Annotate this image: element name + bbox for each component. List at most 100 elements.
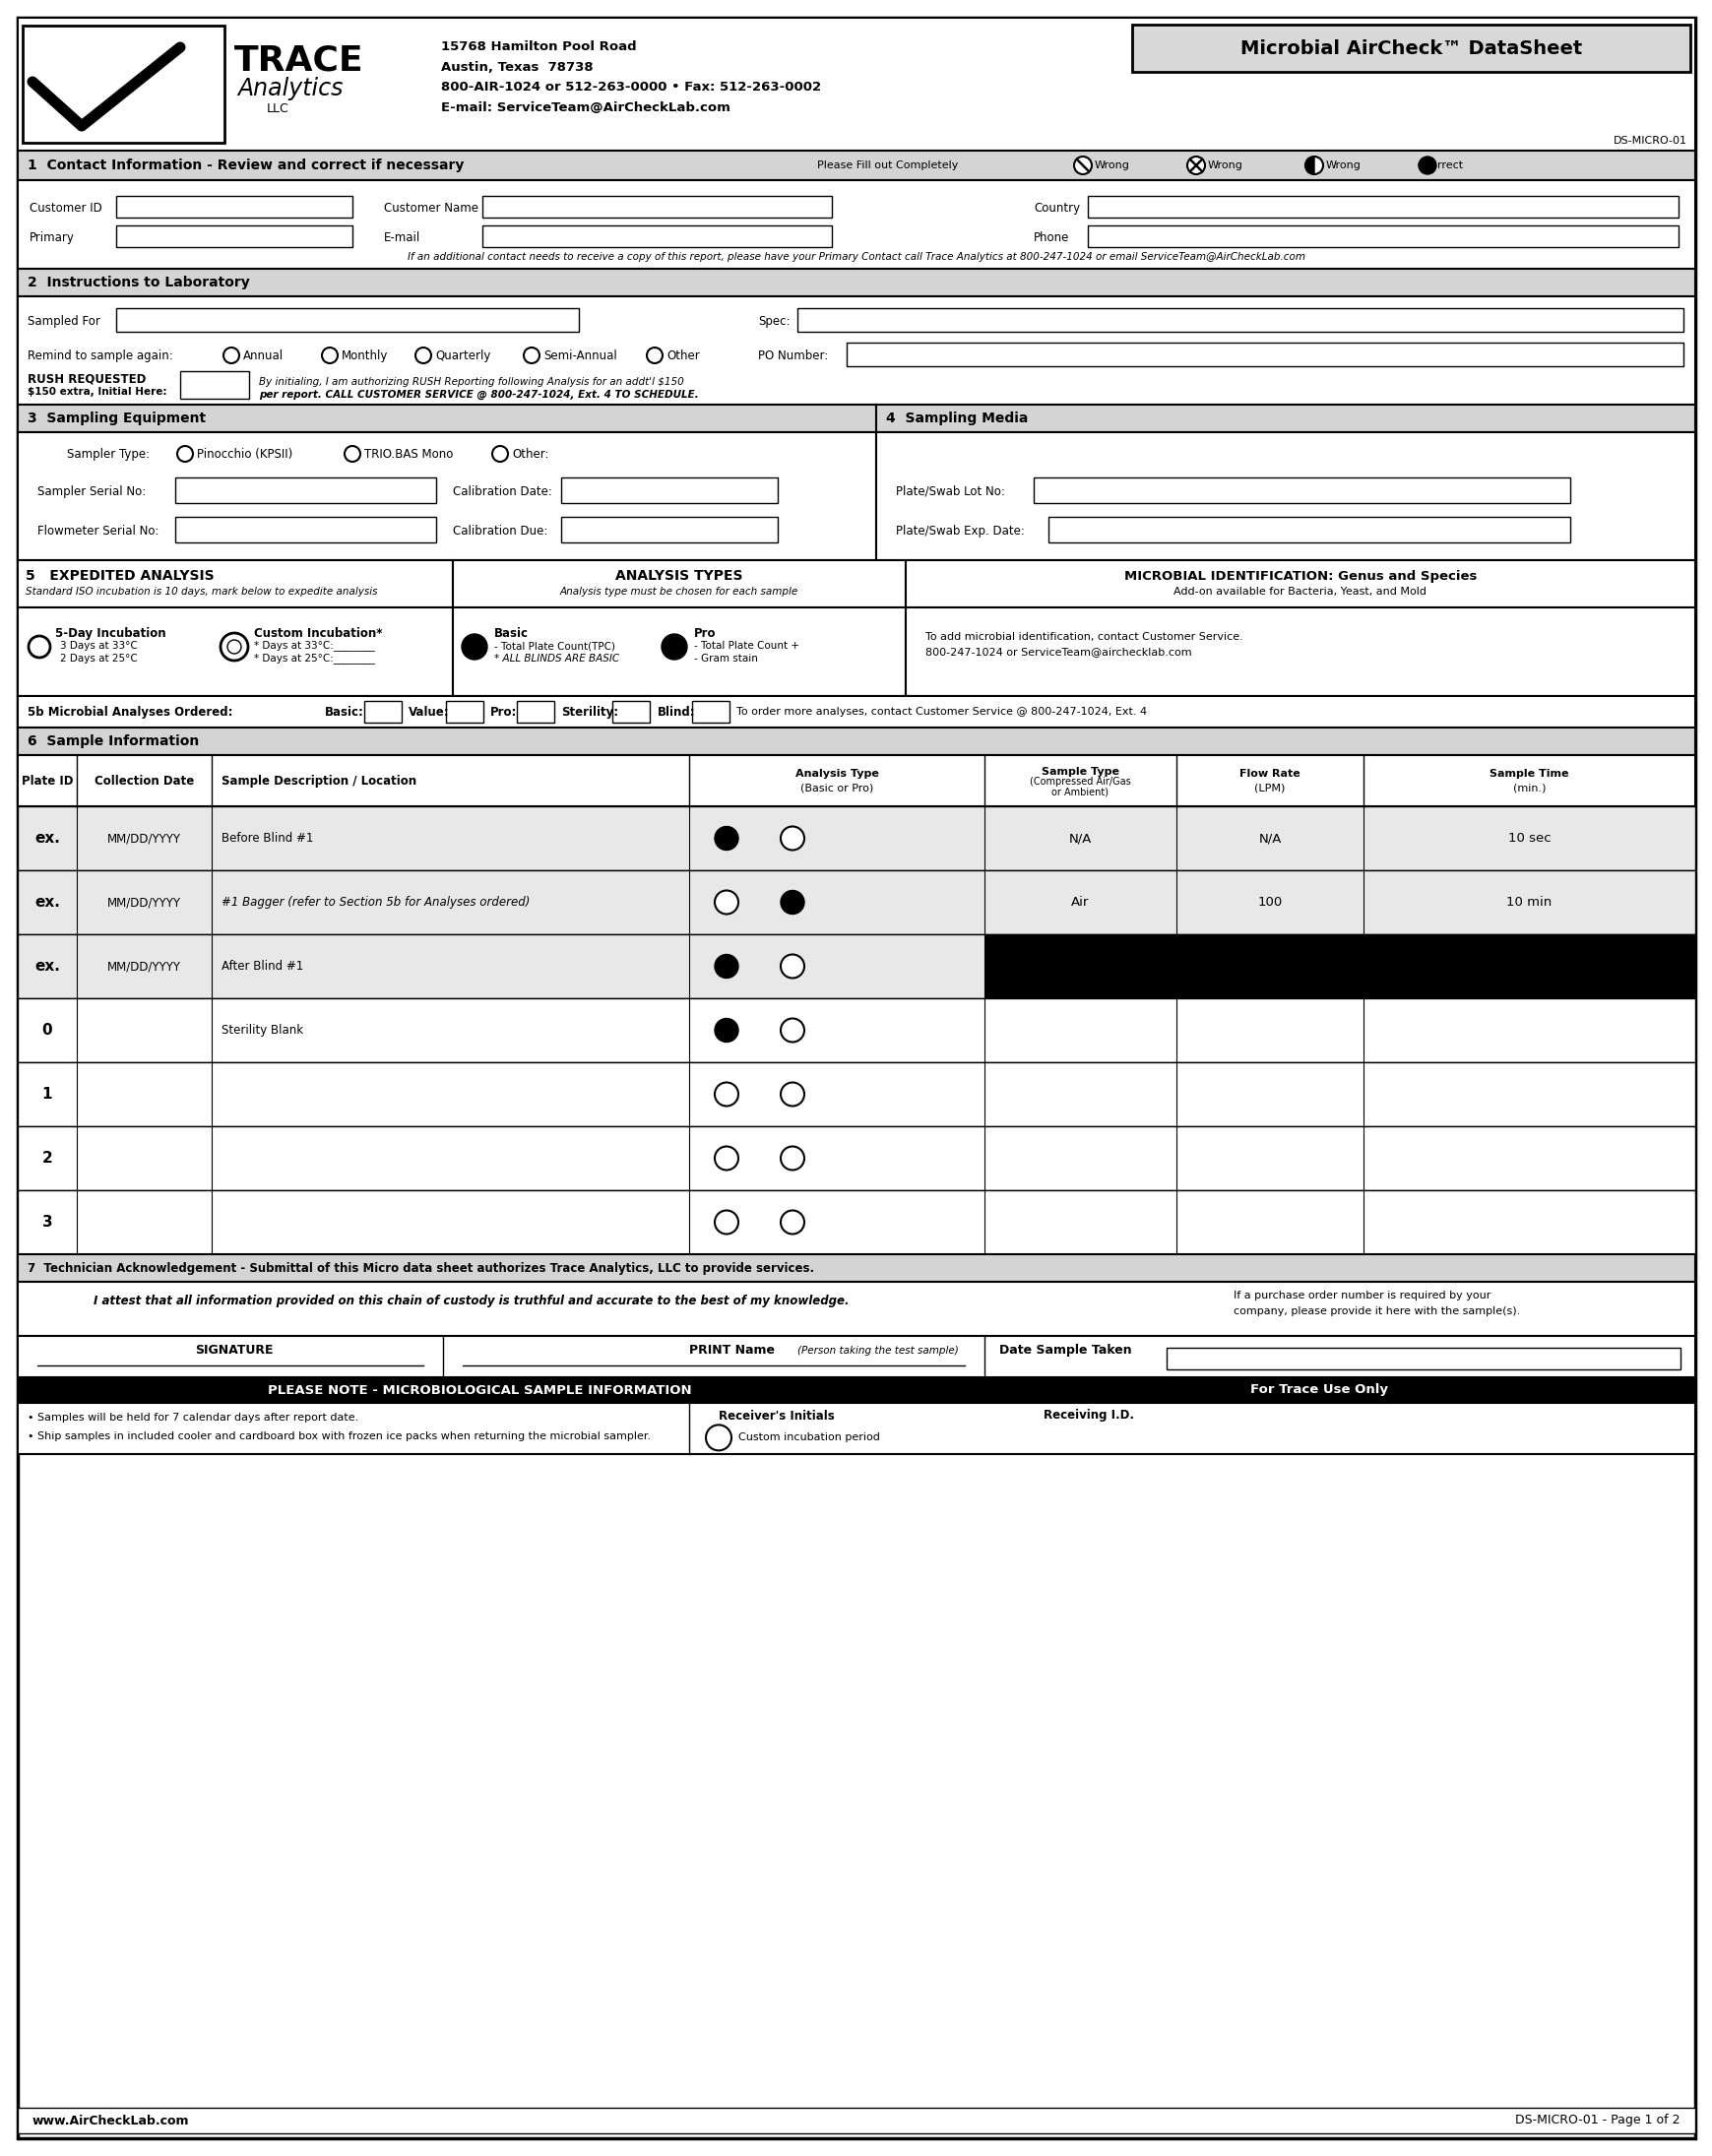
Circle shape xyxy=(524,347,539,362)
Text: Customer Name: Customer Name xyxy=(383,201,478,213)
Bar xyxy=(17,17,1695,151)
Text: Remind to sample again:: Remind to sample again: xyxy=(27,349,173,362)
Bar xyxy=(875,431,1695,561)
Bar xyxy=(116,226,353,248)
Text: Austin, Texas  78738: Austin, Texas 78738 xyxy=(440,60,592,73)
Bar xyxy=(17,1063,1695,1125)
Circle shape xyxy=(781,826,805,849)
Text: 7  Technician Acknowledgement - Submittal of this Micro data sheet authorizes Tr: 7 Technician Acknowledgement - Submittal… xyxy=(27,1261,813,1274)
Text: SIGNATURE: SIGNATURE xyxy=(195,1343,274,1356)
Text: Plate ID: Plate ID xyxy=(21,774,74,787)
Bar xyxy=(116,196,353,218)
Circle shape xyxy=(322,347,337,362)
Text: Custom incubation period: Custom incubation period xyxy=(738,1434,880,1442)
Circle shape xyxy=(228,640,241,653)
Text: www.AirCheckLab.com: www.AirCheckLab.com xyxy=(33,2115,190,2128)
Text: C: C xyxy=(1416,160,1423,170)
Text: B: B xyxy=(721,1024,731,1037)
Text: - Total Plate Count(TPC): - Total Plate Count(TPC) xyxy=(495,640,615,651)
Text: Sampler Type:: Sampler Type: xyxy=(67,448,149,459)
Text: N/A: N/A xyxy=(1068,832,1091,845)
Text: (Compressed Air/Gas: (Compressed Air/Gas xyxy=(1029,776,1130,787)
Bar xyxy=(517,701,555,722)
Text: TRACE: TRACE xyxy=(235,43,363,78)
Text: B: B xyxy=(722,1089,731,1102)
Text: or Ambient): or Ambient) xyxy=(1051,787,1108,796)
Circle shape xyxy=(1305,157,1322,175)
Text: 5   EXPEDITED ANALYSIS: 5 EXPEDITED ANALYSIS xyxy=(26,569,214,582)
Bar xyxy=(180,371,248,399)
Text: Sampled For: Sampled For xyxy=(27,315,101,328)
Text: 4  Sampling Media: 4 Sampling Media xyxy=(885,412,1027,425)
Text: ANALYSIS TYPES: ANALYSIS TYPES xyxy=(615,569,743,582)
Text: Phone: Phone xyxy=(1032,231,1068,244)
Text: MICROBIAL IDENTIFICATION: Genus and Species: MICROBIAL IDENTIFICATION: Genus and Spec… xyxy=(1123,569,1476,582)
Text: Receiving I.D.: Receiving I.D. xyxy=(1043,1410,1133,1423)
Text: - Total Plate Count +: - Total Plate Count + xyxy=(693,640,800,651)
Text: Wrong: Wrong xyxy=(1207,160,1243,170)
Bar xyxy=(17,270,1695,295)
Bar xyxy=(17,2109,1695,2132)
Text: Please Fill out Completely: Please Fill out Completely xyxy=(817,160,957,170)
Bar xyxy=(17,1125,1695,1190)
Circle shape xyxy=(221,634,248,660)
Text: ex.: ex. xyxy=(34,830,60,845)
Circle shape xyxy=(714,1147,738,1171)
Text: 5b Microbial Analyses Ordered:: 5b Microbial Analyses Ordered: xyxy=(27,705,233,718)
Text: PRINT Name: PRINT Name xyxy=(688,1343,774,1356)
Circle shape xyxy=(714,955,738,979)
Bar xyxy=(17,295,1695,405)
Bar xyxy=(906,608,1695,696)
Text: Country: Country xyxy=(1032,201,1080,213)
Text: P: P xyxy=(788,1089,796,1102)
Circle shape xyxy=(176,446,193,461)
Bar xyxy=(692,701,729,722)
Bar xyxy=(1048,517,1570,543)
Text: 800-247-1024 or ServiceTeam@airchecklab.com: 800-247-1024 or ServiceTeam@airchecklab.… xyxy=(924,647,1192,658)
Text: Other:: Other: xyxy=(512,448,548,459)
Text: B: B xyxy=(722,1216,731,1229)
Text: 100: 100 xyxy=(1257,897,1282,908)
Text: 3: 3 xyxy=(43,1214,53,1229)
Bar xyxy=(175,517,437,543)
Bar xyxy=(1132,24,1690,71)
Text: 10 sec: 10 sec xyxy=(1507,959,1549,972)
Text: ex.: ex. xyxy=(34,959,60,975)
Text: 2  Instructions to Laboratory: 2 Instructions to Laboratory xyxy=(27,276,250,289)
Bar xyxy=(17,1283,1695,1337)
Text: Primary: Primary xyxy=(29,231,75,244)
Bar xyxy=(798,308,1683,332)
Bar xyxy=(875,405,1695,431)
Text: • Samples will be held for 7 calendar days after report date.: • Samples will be held for 7 calendar da… xyxy=(27,1412,358,1423)
Circle shape xyxy=(714,1210,738,1233)
Bar xyxy=(17,431,875,561)
Circle shape xyxy=(29,636,50,658)
Text: Sterility:: Sterility: xyxy=(562,705,618,718)
Text: Plate/Swab Exp. Date:: Plate/Swab Exp. Date: xyxy=(895,524,1024,537)
Circle shape xyxy=(781,1210,805,1233)
Text: If an additional contact needs to receive a copy of this report, please have you: If an additional contact needs to receiv… xyxy=(407,252,1305,261)
Bar xyxy=(17,727,1695,755)
Text: P: P xyxy=(788,832,796,845)
Text: Annual: Annual xyxy=(243,349,284,362)
Circle shape xyxy=(705,1425,731,1451)
Text: Calibration Due:: Calibration Due: xyxy=(452,524,548,537)
Bar xyxy=(906,561,1695,608)
Text: * Days at 33°C:________: * Days at 33°C:________ xyxy=(253,640,375,651)
Text: Wrong: Wrong xyxy=(1094,160,1130,170)
Text: B: B xyxy=(721,832,731,845)
Circle shape xyxy=(714,1018,738,1041)
Text: (LPM): (LPM) xyxy=(1253,783,1284,793)
Text: (min.): (min.) xyxy=(1512,783,1544,793)
Text: (Basic or Pro): (Basic or Pro) xyxy=(800,783,873,793)
Text: Analysis type must be chosen for each sample: Analysis type must be chosen for each sa… xyxy=(560,586,798,597)
Text: E-mail: E-mail xyxy=(383,231,421,244)
Text: Sampler Serial No:: Sampler Serial No: xyxy=(38,485,146,498)
Circle shape xyxy=(781,1018,805,1041)
Circle shape xyxy=(1073,157,1091,175)
Text: I attest that all information provided on this chain of custody is truthful and : I attest that all information provided o… xyxy=(92,1294,849,1307)
Circle shape xyxy=(491,446,508,461)
Text: 800-AIR-1024 or 512-263-0000 • Fax: 512-263-0002: 800-AIR-1024 or 512-263-0000 • Fax: 512-… xyxy=(440,80,820,93)
Circle shape xyxy=(223,347,240,362)
Text: DS-MICRO-01: DS-MICRO-01 xyxy=(1613,136,1686,147)
